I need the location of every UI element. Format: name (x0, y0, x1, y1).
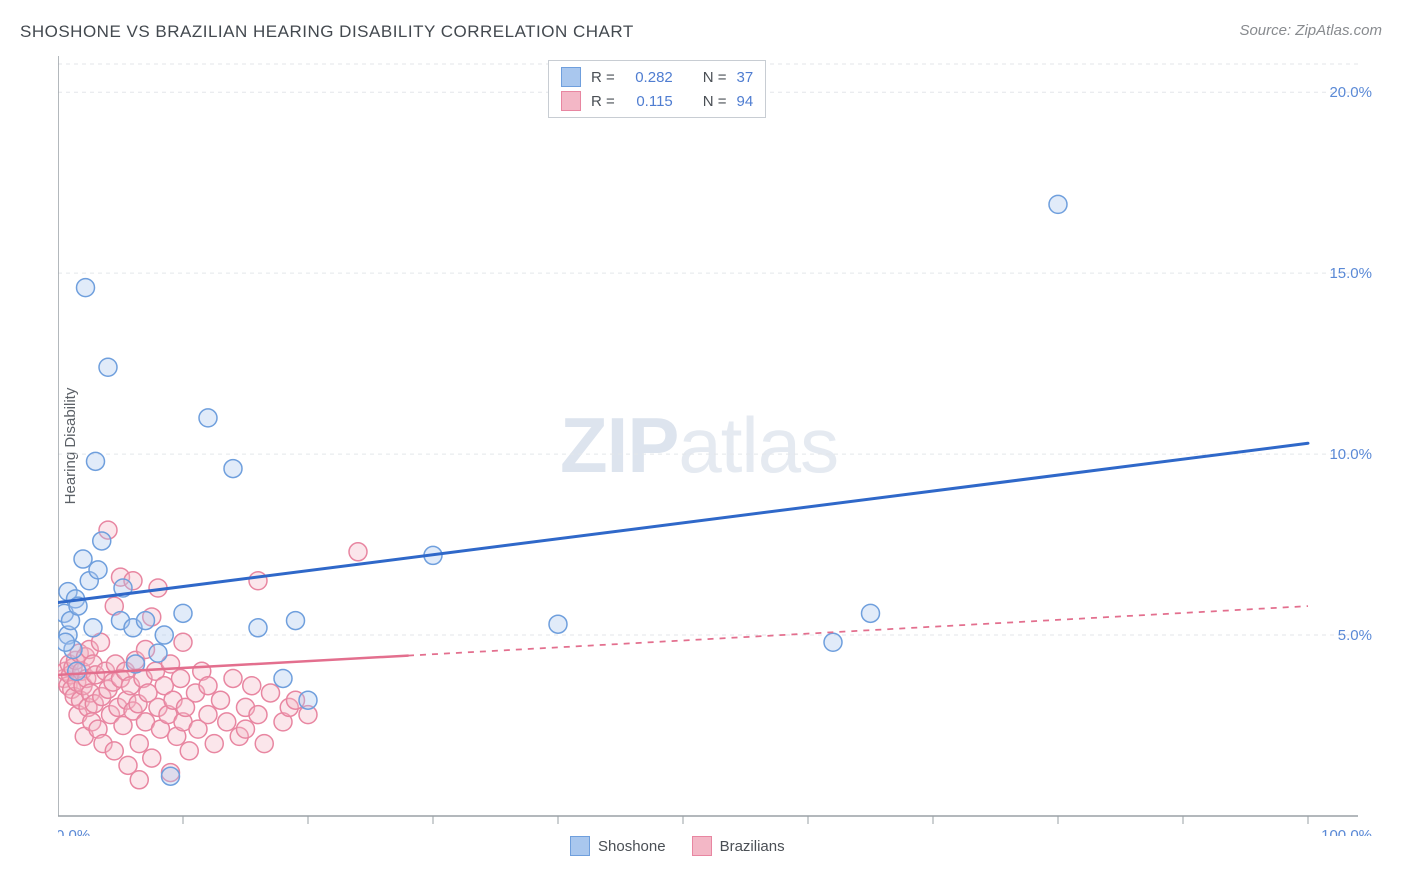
legend-swatch (692, 836, 712, 856)
source-attribution: Source: ZipAtlas.com (1239, 22, 1382, 39)
legend-label: Brazilians (720, 838, 785, 855)
legend-label: Shoshone (598, 838, 666, 855)
legend-swatch (561, 91, 581, 111)
r-value: 0.282 (625, 69, 673, 86)
correlation-stats-box: R = 0.282 N = 37 R = 0.115 N = 94 (548, 60, 766, 118)
svg-text:10.0%: 10.0% (1329, 446, 1372, 463)
n-label: N = (703, 69, 727, 86)
n-label: N = (703, 93, 727, 110)
series-legend: Shoshone Brazilians (570, 836, 785, 856)
legend-swatch (570, 836, 590, 856)
svg-text:15.0%: 15.0% (1329, 265, 1372, 282)
r-label: R = (591, 69, 615, 86)
svg-text:5.0%: 5.0% (1338, 627, 1372, 644)
legend-swatch (561, 67, 581, 87)
svg-text:100.0%: 100.0% (1321, 827, 1372, 836)
chart-title: SHOSHONE VS BRAZILIAN HEARING DISABILITY… (20, 22, 634, 42)
legend-item: Brazilians (692, 836, 785, 856)
legend-item: Shoshone (570, 836, 666, 856)
stats-row: R = 0.115 N = 94 (549, 89, 765, 113)
n-value: 37 (737, 69, 754, 86)
r-label: R = (591, 93, 615, 110)
svg-text:20.0%: 20.0% (1329, 84, 1372, 101)
n-value: 94 (737, 93, 754, 110)
svg-text:0.0%: 0.0% (58, 827, 90, 836)
stats-row: R = 0.282 N = 37 (549, 65, 765, 89)
scatter-plot: 5.0% 10.0% 15.0% 20.0% 0.0% 100.0% (58, 56, 1378, 836)
r-value: 0.115 (625, 93, 673, 110)
plot-area: 5.0% 10.0% 15.0% 20.0% 0.0% 100.0% (58, 56, 1378, 836)
